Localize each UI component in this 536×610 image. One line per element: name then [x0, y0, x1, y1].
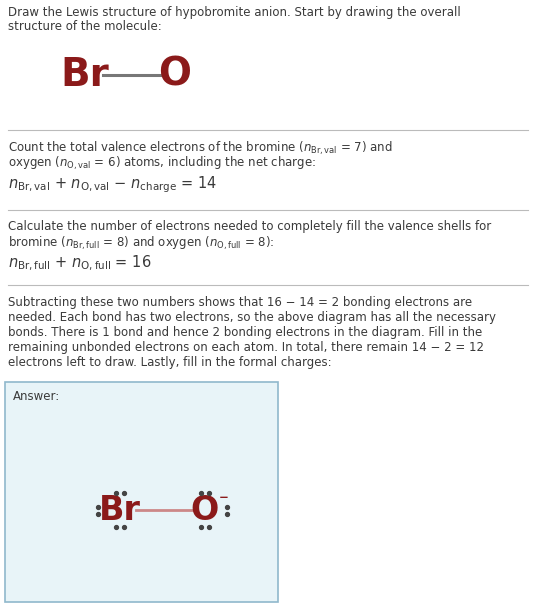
Text: O: O: [159, 56, 191, 94]
Text: Answer:: Answer:: [13, 390, 60, 403]
Text: −: −: [219, 492, 229, 504]
Text: Calculate the number of electrons needed to completely fill the valence shells f: Calculate the number of electrons needed…: [8, 220, 492, 233]
Text: needed. Each bond has two electrons, so the above diagram has all the necessary: needed. Each bond has two electrons, so …: [8, 311, 496, 324]
Text: $n_{\mathrm{Br,val}}$ + $n_{\mathrm{O,val}}$ $-$ $n_{\mathrm{charge}}$ = 14: $n_{\mathrm{Br,val}}$ + $n_{\mathrm{O,va…: [8, 174, 217, 195]
Bar: [5, 382, 278, 602]
Text: $n_{\mathrm{Br,full}}$ + $n_{\mathrm{O,full}}$ = 16: $n_{\mathrm{Br,full}}$ + $n_{\mathrm{O,f…: [8, 254, 152, 273]
Text: Subtracting these two numbers shows that 16 − 14 = 2 bonding electrons are: Subtracting these two numbers shows that…: [8, 296, 472, 309]
Text: electrons left to draw. Lastly, fill in the formal charges:: electrons left to draw. Lastly, fill in …: [8, 356, 332, 369]
Text: Draw the Lewis structure of hypobromite anion. Start by drawing the overall: Draw the Lewis structure of hypobromite …: [8, 6, 461, 19]
Text: bonds. There is 1 bond and hence 2 bonding electrons in the diagram. Fill in the: bonds. There is 1 bond and hence 2 bondi…: [8, 326, 482, 339]
Text: O: O: [191, 493, 219, 526]
Text: Count the total valence electrons of the bromine ($n_{\mathrm{Br,val}}$ = 7) and: Count the total valence electrons of the…: [8, 140, 392, 157]
Text: bromine ($n_{\mathrm{Br,full}}$ = 8) and oxygen ($n_{\mathrm{O,full}}$ = 8):: bromine ($n_{\mathrm{Br,full}}$ = 8) and…: [8, 235, 274, 252]
Text: Br: Br: [61, 56, 109, 94]
Text: structure of the molecule:: structure of the molecule:: [8, 20, 162, 33]
Text: remaining unbonded electrons on each atom. In total, there remain 14 − 2 = 12: remaining unbonded electrons on each ato…: [8, 341, 484, 354]
Text: Br: Br: [99, 493, 141, 526]
Text: oxygen ($n_{\mathrm{O,val}}$ = 6) atoms, including the net charge:: oxygen ($n_{\mathrm{O,val}}$ = 6) atoms,…: [8, 155, 316, 172]
